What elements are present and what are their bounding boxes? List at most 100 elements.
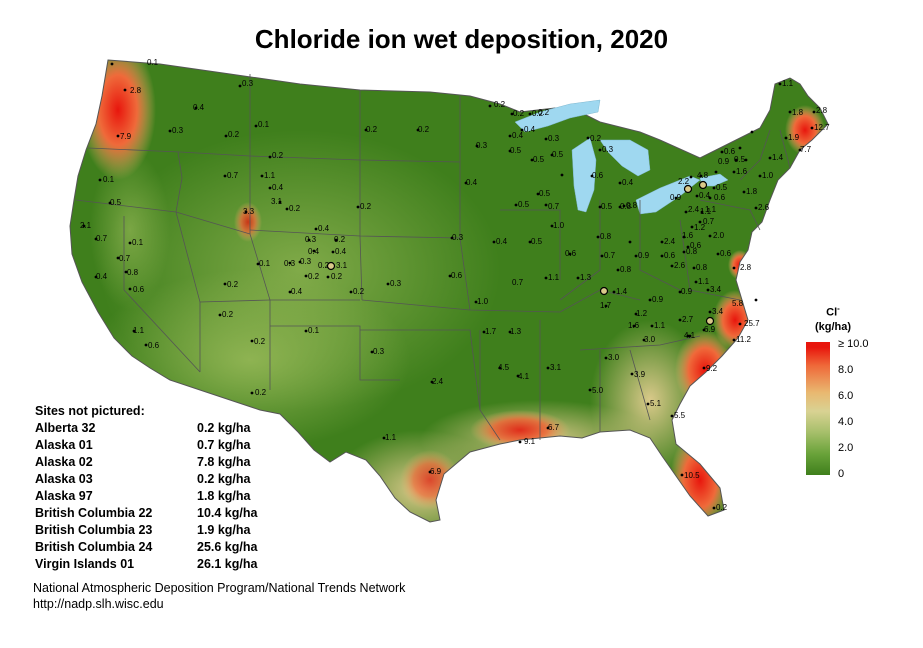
site-label: 0.5	[716, 183, 728, 192]
site-value: 10.4 kg/ha	[197, 505, 258, 520]
site-label: 0.4	[272, 183, 284, 192]
site-label: 5.5	[674, 411, 686, 420]
site-label: 0.3	[305, 235, 317, 244]
site-label: 0.2	[227, 280, 239, 289]
table-row: British Columbia 23 1.9 kg/ha	[35, 521, 277, 538]
site-label: 3.0	[608, 353, 620, 362]
site-label: 0.6	[690, 241, 702, 250]
site-label: 0.2	[254, 337, 266, 346]
site-label: 2.6	[674, 261, 686, 270]
site-label: 1.9	[788, 133, 800, 142]
credit: National Atmospheric Deposition Program/…	[33, 580, 405, 612]
site-label: 1.6	[628, 321, 640, 330]
site-label: 0.4	[622, 178, 634, 187]
site-label: 0.3	[452, 233, 464, 242]
site-label: 0.8	[600, 232, 612, 241]
site-label: 2.1	[80, 221, 92, 230]
legend-tick: 0	[838, 468, 845, 480]
site-label: 0.4	[96, 272, 108, 281]
site-label: 0.7	[512, 278, 524, 287]
site-label: 0.1	[259, 259, 271, 268]
site-label: 1.1	[264, 171, 276, 180]
site-label: 0.8	[620, 202, 632, 211]
site-label: 0.2	[513, 109, 525, 118]
credit-url[interactable]: http://nadp.slh.wisc.edu	[33, 597, 164, 611]
site-label: 2.0	[713, 231, 725, 240]
site-label: 0.3	[548, 134, 560, 143]
site-label: 9.1	[524, 437, 536, 446]
site-name: Alaska 03	[35, 471, 93, 486]
site-label: 2.4	[664, 237, 676, 246]
site-label: 0.3	[242, 79, 254, 88]
site-label: 0.9	[718, 157, 730, 166]
site-label: 1.3	[580, 273, 592, 282]
site-label: 0.5	[533, 155, 545, 164]
legend-tick: 6.0	[838, 390, 854, 402]
site-value: 7.8 kg/ha	[197, 454, 251, 469]
site-label: 0.5	[539, 189, 551, 198]
site-label: 0.3	[284, 259, 296, 268]
site-labels: 0.1 2.8 7.9 0.4 0.3 0.3 0.2 0.1 0.2 0.2 …	[80, 58, 830, 512]
site-label: 0.5	[510, 146, 522, 155]
site-value: 25.6 kg/ha	[197, 539, 258, 554]
site-label: 0.2	[222, 310, 234, 319]
site-label: 0.5	[601, 202, 613, 211]
site-label: 1.1	[548, 273, 560, 282]
site-label: 0.9	[652, 295, 664, 304]
site-value: 26.1 kg/ha	[197, 556, 258, 571]
site-label: 0.1	[103, 175, 115, 184]
site-label: 0.4	[496, 237, 508, 246]
site-label: 3.4	[710, 285, 722, 294]
table-row: Alaska 97 1.8 kg/ha	[35, 487, 277, 504]
site-label: 0.7	[548, 202, 560, 211]
site-value: 1.8 kg/ha	[197, 488, 251, 503]
legend-color-bar	[806, 342, 830, 475]
site-label: 0.2	[590, 134, 602, 143]
site-label: 0.9	[670, 193, 682, 202]
site-label: 10.5	[684, 471, 700, 480]
site-label: 1.0	[762, 171, 774, 180]
site-label: 0.1	[132, 238, 144, 247]
site-label: 2.8	[816, 106, 828, 115]
legend-tick: ≥ 10.0	[838, 338, 869, 350]
site-label: 2.7	[682, 315, 694, 324]
site-label: 0.7	[703, 217, 715, 226]
site-label: 11.2	[736, 335, 752, 344]
site-label: 0.9	[681, 287, 693, 296]
site-label: 1.1	[385, 433, 397, 442]
site-label: 3.4	[712, 307, 724, 316]
table-row: British Columbia 22 10.4 kg/ha	[35, 504, 277, 521]
site-label: 0.5	[734, 155, 746, 164]
site-label: 0.8	[620, 265, 632, 274]
site-label: 0.8	[127, 268, 139, 277]
site-label: 1.8	[792, 108, 804, 117]
site-label: 0.5	[531, 237, 543, 246]
site-label: 0.5	[552, 150, 564, 159]
site-value: 0.2 kg/ha	[197, 420, 251, 435]
site-label: 5.0	[592, 386, 604, 395]
site-label: 2.2	[678, 177, 690, 186]
site-value: 0.2 kg/ha	[197, 471, 251, 486]
site-label: 0.2	[255, 388, 267, 397]
site-name: British Columbia 23	[35, 522, 153, 537]
site-label: 0.3	[172, 126, 184, 135]
site-label: 1.8	[746, 187, 758, 196]
site-label: 0.3	[476, 141, 488, 150]
site-name: Virgin Islands 01	[35, 556, 135, 571]
site-label: 0.6	[592, 171, 604, 180]
site-label: 0.2	[360, 202, 372, 211]
site-label: 0.2	[308, 272, 320, 281]
site-label: 0.4	[512, 131, 524, 140]
site-label: 0.8	[696, 263, 708, 272]
site-label: 1.2	[694, 223, 706, 232]
site-label: 0.6	[720, 249, 732, 258]
site-label: 4.1	[518, 372, 530, 381]
site-label: 0.2	[366, 125, 378, 134]
site-value: 1.9 kg/ha	[197, 522, 251, 537]
site-label: 0.2	[289, 204, 301, 213]
site-label: 0.8	[626, 201, 638, 210]
site-label: 1.3	[510, 327, 522, 336]
site-label: 2.6	[758, 203, 770, 212]
site-label: 1.0	[477, 297, 489, 306]
